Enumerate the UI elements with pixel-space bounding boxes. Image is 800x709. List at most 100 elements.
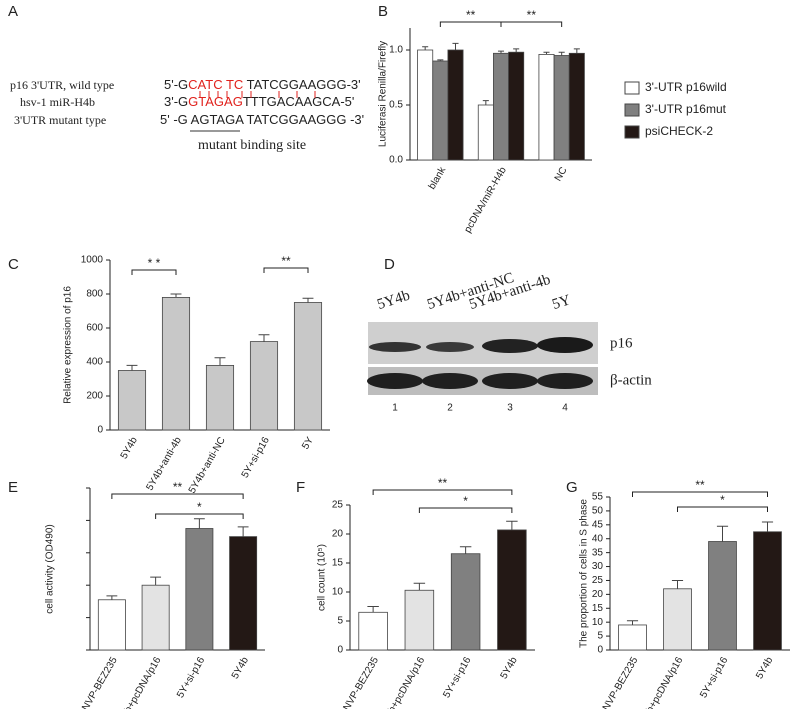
bar [497,529,527,651]
y-tick-label: 25 [592,575,604,586]
error-bar [506,520,518,530]
error-bar [106,595,118,600]
y-tick-label: 400 [86,357,103,368]
significance-bracket [439,21,502,27]
y-tick-label: 200 [86,391,103,402]
x-tick-label: 5Y4b [230,655,251,681]
error-bar [573,48,580,54]
y-tick-label: 45 [592,519,604,530]
x-tick-label: 5Y [300,435,316,451]
x-tick-label: 5Y4b [754,655,775,681]
seq-highlight: CATC TC [188,77,243,92]
x-tick-label: 5Y4b+NVP-BEZ235 [586,655,640,709]
x-tick-label: 5Y+si-p16 [175,655,207,700]
panel-label: D [384,256,395,273]
legend-label: 3'-UTR p16mut [645,102,727,116]
significance-label: * [197,500,202,514]
error-bar [452,42,459,50]
significance-bracket [632,491,768,497]
y-tick-label: 50 [592,506,604,517]
error-bar [193,518,205,529]
bar [249,341,279,431]
bar [293,302,323,431]
y-tick-label: 40 [592,533,604,544]
error-bar [543,51,550,55]
caption: mutant binding site [198,138,306,153]
sequence: 5' -G AGTAGA TATCGGAAGGG -3' [160,112,364,127]
error-bar [497,50,505,54]
x-tick-label: 5Y4b+NVP-BEZ235 [327,655,381,709]
bar [618,624,647,651]
x-tick-label: 5Y+si-p16 [240,435,272,480]
y-tick-label: 55 [592,492,604,503]
significance-bracket [131,269,177,275]
bar [205,364,235,431]
x-tick-label: blank [427,164,449,191]
panel-label: F [296,479,305,496]
y-tick-label: 15 [592,603,604,614]
panel-label: B [378,3,388,20]
seq-part: TATCGGAAGGG -3' [243,112,364,127]
lane-number: 3 [507,403,513,414]
bar [553,55,570,161]
x-tick-label: 5Y4b+anti-NC [187,435,228,495]
row-label: p16 3'UTR, wild type [10,78,114,92]
significance-bracket [677,506,768,512]
panel-label: G [566,479,578,496]
y-axis-label: Relative expression of p16 [63,286,74,404]
legend-swatch [624,103,640,117]
y-tick-label: 20 [332,529,344,540]
y-tick-label: 25 [332,500,344,511]
seq-part: 5'-G [164,77,188,92]
significance-bracket [111,493,244,499]
legend-swatch [624,81,640,95]
significance-label: ** [438,476,448,490]
y-axis-label: cell activity (OD490) [45,524,56,613]
error-bar [126,364,138,371]
y-tick-label: 20 [592,589,604,600]
seq-part: TATCGGAAGGG-3' [243,77,360,92]
error-bar [367,606,379,613]
bar [477,104,494,161]
error-bar [761,521,774,532]
error-bar [437,59,444,61]
y-tick-label: 0 [597,645,603,656]
y-tick-label: 5 [597,631,603,642]
bar [358,611,388,651]
error-bar [671,579,684,589]
band-label: β-actin [610,372,652,388]
bar [117,370,147,431]
legend-label: 3'-UTR p16wild [645,80,727,94]
significance-label: ** [527,8,537,22]
panel-label: E [8,479,18,496]
y-tick-label: 1.0 [389,45,403,56]
y-tick-label: 1000 [81,255,104,266]
bar [97,599,126,651]
bar [404,589,435,651]
bar [493,52,509,161]
significance-label: ** [695,478,705,492]
y-tick-label: 0 [97,425,103,436]
error-bar [237,526,249,537]
bar [161,296,191,431]
sequence: 5'-GCATC TC TATCGGAAGGG-3' [164,77,361,92]
seq-highlight: GTAGAG [188,94,243,109]
bar [417,49,434,161]
sequence: 3'-GGTAGAGTTTGACAAGCA-5' [164,94,354,109]
x-tick-label: 5Y4b [119,435,140,461]
error-bar [482,100,489,105]
y-tick-label: 10 [332,587,344,598]
bar [508,51,525,161]
lane-number: 4 [562,403,568,414]
y-tick-label: 10 [592,617,604,628]
x-tick-label: 5Y4b+pcDNA/p16 [114,655,164,709]
error-bar [214,357,226,366]
significance-bracket [155,513,244,519]
x-tick-label: 5Y4b+pcDNA/p16 [378,655,428,709]
error-bar [459,546,472,554]
significance-label: ** [173,480,183,494]
error-bar [413,582,426,591]
error-bar [150,576,162,586]
